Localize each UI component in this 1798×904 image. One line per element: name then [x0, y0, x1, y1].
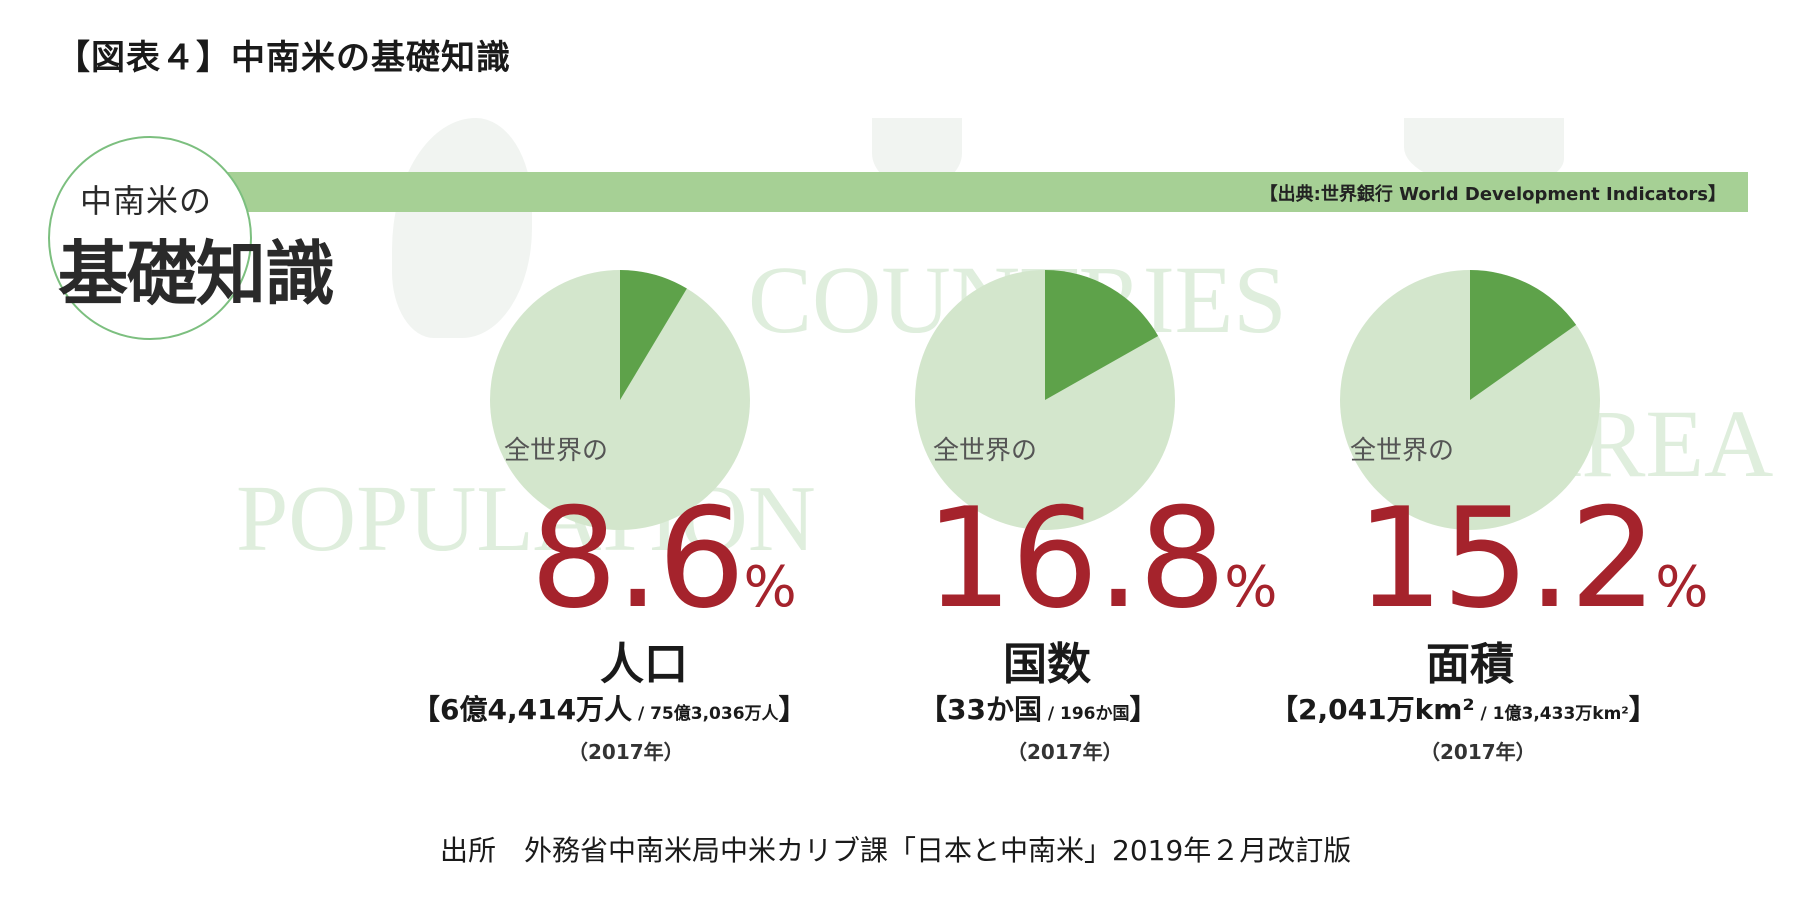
detail-end: 】 [1129, 693, 1158, 726]
detail-main: 【33か国 [919, 693, 1042, 726]
stat-detail: 【6億4,414万人 / 75億3,036万人】 [412, 688, 807, 728]
emblem-title: 基礎知識 [58, 237, 335, 314]
detail-main: 【2,041万km² [1270, 693, 1475, 726]
detail-end: 】 [1628, 693, 1657, 726]
pie-slice-population [620, 270, 687, 400]
detail-end: 】 [778, 693, 807, 726]
emblem-subtitle: 中南米の [80, 183, 213, 219]
pie-caption: 全世界の [504, 436, 609, 466]
pie-caption: 全世界の [933, 436, 1038, 466]
percent-number: 8.6 [530, 478, 745, 639]
pie-chart-area [1340, 270, 1600, 530]
header-band [210, 172, 1748, 212]
percent-value: 15.2% [1356, 490, 1708, 628]
source-citation: 【出典:世界銀行 World Development Indicators】 [1259, 184, 1726, 205]
footer-source: 出所 外務省中南米局中米カリブ課「日本と中南米」2019年２月改訂版 [440, 834, 1352, 867]
stat-year: （2017年） [1007, 740, 1123, 764]
percent-number: 15.2 [1356, 478, 1657, 639]
pie-chart-countries [915, 270, 1175, 530]
percent-unit: % [1224, 555, 1278, 620]
detail-small: / 1億3,433万km² [1474, 704, 1629, 724]
percent-value: 8.6% [530, 490, 797, 628]
percent-unit: % [743, 555, 797, 620]
percent-value: 16.8% [925, 490, 1277, 628]
detail-main: 【6億4,414万人 [412, 693, 633, 726]
detail-small: / 196か国 [1041, 704, 1130, 724]
pie-caption: 全世界の [1350, 436, 1455, 466]
stat-year: （2017年） [1420, 740, 1536, 764]
page-title: 【図表４】中南米の基礎知識 [56, 38, 511, 78]
stat-label: 人口 [600, 639, 688, 690]
stat-year: （2017年） [568, 740, 684, 764]
stat-detail: 【33か国 / 196か国】 [919, 688, 1158, 728]
pie-slice-countries [1045, 270, 1159, 400]
stat-detail: 【2,041万km² / 1億3,433万km²】 [1270, 688, 1657, 728]
percent-unit: % [1655, 555, 1709, 620]
percent-number: 16.8 [925, 478, 1226, 639]
pie-chart-population [490, 270, 750, 530]
pie-slice-area [1470, 270, 1577, 400]
stat-label: 国数 [1003, 639, 1091, 690]
title-emblem-circle [48, 136, 252, 340]
detail-small: / 75億3,036万人 [632, 704, 779, 724]
stat-label: 面積 [1426, 639, 1514, 690]
